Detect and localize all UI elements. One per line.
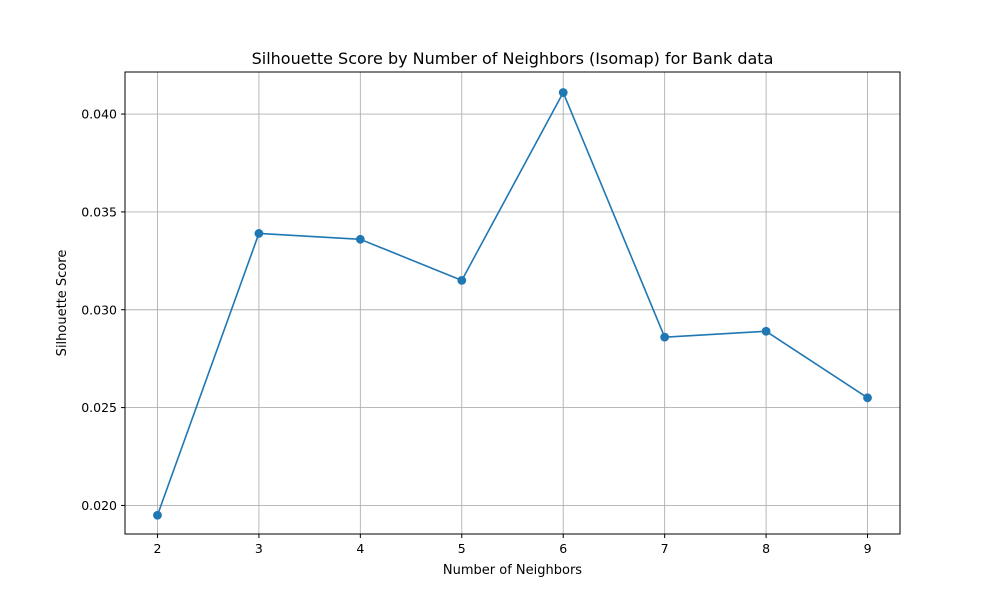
y-axis-label: Silhouette Score (55, 250, 70, 357)
y-tick-label: 0.025 (81, 400, 117, 415)
data-point (660, 332, 670, 342)
data-point (863, 393, 872, 403)
data-point (558, 88, 568, 97)
chart-title: Silhouette Score by Number of Neighbors … (252, 49, 774, 68)
x-tick-label: 8 (762, 541, 770, 556)
series-layer (153, 88, 872, 520)
x-tick-label: 6 (559, 541, 567, 556)
y-tick-label: 0.020 (81, 498, 117, 513)
y-tick-label: 0.040 (81, 107, 117, 122)
y-tick-label: 0.030 (81, 302, 117, 317)
x-tick-label: 7 (661, 541, 669, 556)
x-tick-label: 3 (255, 541, 263, 556)
x-tick-label: 5 (458, 541, 466, 556)
axes-layer: 2 3 4 5 6 7 8 9 0.020 0.025 0.030 0.035 0.040 (81, 71, 901, 556)
data-point (153, 510, 162, 520)
y-tick-label: 0.035 (81, 204, 117, 219)
data-point (254, 229, 264, 238)
data-point (457, 275, 467, 285)
data-point (761, 326, 771, 336)
data-point (355, 234, 365, 244)
x-axis-label: Number of Neighbors (443, 563, 582, 578)
x-tick-label: 2 (153, 541, 161, 556)
plot-frame (124, 71, 901, 535)
x-tick-label: 4 (356, 541, 364, 556)
grid-layer (125, 72, 900, 534)
x-tick-label: 9 (864, 541, 872, 556)
series-line (156, 91, 868, 516)
